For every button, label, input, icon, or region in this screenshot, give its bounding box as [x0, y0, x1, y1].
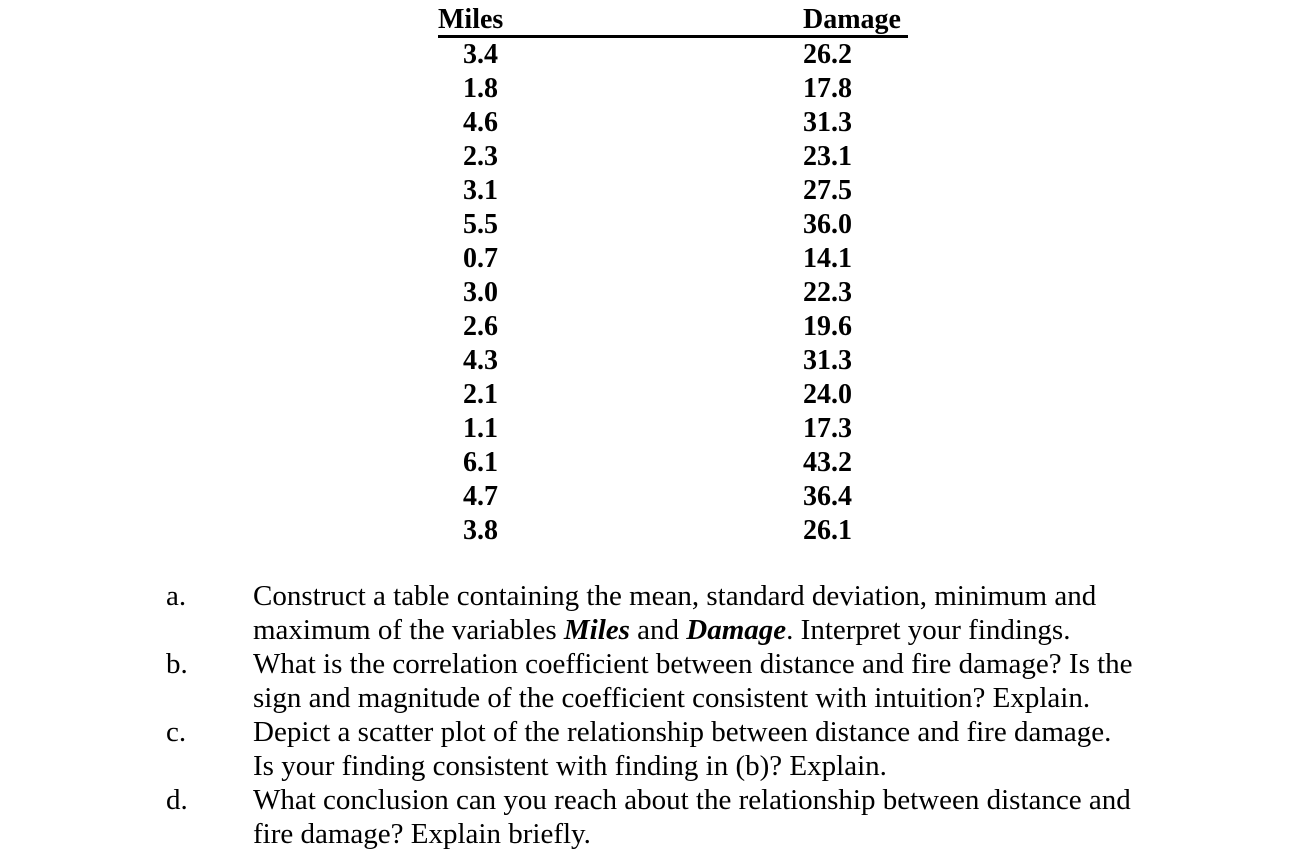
damage-value: 14.1: [803, 243, 852, 274]
damage-value: 19.6: [803, 311, 852, 342]
table-header-row: Miles Damage: [438, 6, 908, 38]
damage-value: 22.3: [803, 277, 852, 308]
question-a: a. Construct a table containing the mean…: [166, 579, 1183, 647]
question-a-label: a.: [166, 580, 187, 612]
table-row: 1.1 17.3: [438, 412, 908, 446]
damage-value: 43.2: [803, 447, 852, 478]
damage-value: 31.3: [803, 107, 852, 138]
damage-value: 31.3: [803, 345, 852, 376]
question-d: d. What conclusion can you reach about t…: [166, 783, 1183, 851]
table-row: 2.3 23.1: [438, 140, 908, 174]
question-c-line-1: Depict a scatter plot of the relationshi…: [253, 716, 1112, 748]
question-d-label: d.: [166, 784, 188, 816]
question-a-line-1: Construct a table containing the mean, s…: [253, 580, 1097, 612]
table-row: 4.3 31.3: [438, 344, 908, 378]
question-b-line-1: What is the correlation coefficient betw…: [253, 648, 1133, 680]
question-c-text: Depict a scatter plot of the relationshi…: [253, 715, 1183, 783]
table-row: 1.8 17.8: [438, 72, 908, 106]
question-d-text: What conclusion can you reach about the …: [253, 783, 1183, 851]
question-d-line-2: fire damage? Explain briefly.: [253, 818, 591, 850]
question-b: b. What is the correlation coefficient b…: [166, 647, 1183, 715]
miles-value: 4.3: [463, 345, 498, 376]
miles-value: 0.7: [463, 243, 498, 274]
table-row: 3.0 22.3: [438, 276, 908, 310]
damage-value: 36.4: [803, 481, 852, 512]
table-row: 0.7 14.1: [438, 242, 908, 276]
miles-value: 1.1: [463, 413, 498, 444]
miles-value: 5.5: [463, 209, 498, 240]
miles-value: 2.6: [463, 311, 498, 342]
question-a-text: Construct a table containing the mean, s…: [253, 579, 1183, 647]
question-b-label: b.: [166, 648, 188, 680]
question-c-label: c.: [166, 716, 187, 748]
damage-value: 17.8: [803, 73, 852, 104]
table-row: 4.7 36.4: [438, 480, 908, 514]
miles-value: 3.1: [463, 175, 498, 206]
question-a-line-2: maximum of the variables Miles and Damag…: [253, 613, 1183, 647]
miles-value: 3.0: [463, 277, 498, 308]
column-header-miles: Miles: [438, 4, 504, 35]
question-a-line2-seg3: and: [629, 614, 687, 646]
damage-value: 26.1: [803, 515, 852, 546]
table-row: 2.1 24.0: [438, 378, 908, 412]
question-a-line2-seg1: maximum of the variables: [253, 614, 564, 646]
table-row: 3.4 26.2: [438, 38, 908, 72]
question-b-text: What is the correlation coefficient betw…: [253, 647, 1183, 715]
question-list: a. Construct a table containing the mean…: [166, 579, 1183, 851]
miles-value: 3.8: [463, 515, 498, 546]
table-row: 5.5 36.0: [438, 208, 908, 242]
miles-value: 4.6: [463, 107, 498, 138]
table-row: 3.8 26.1: [438, 514, 908, 548]
table-row: 6.1 43.2: [438, 446, 908, 480]
miles-value: 3.4: [463, 39, 498, 70]
question-a-line2-seg5: . Interpret your findings.: [786, 614, 1071, 646]
table-row: 2.6 19.6: [438, 310, 908, 344]
miles-value: 2.3: [463, 141, 498, 172]
damage-value: 17.3: [803, 413, 852, 444]
miles-value: 6.1: [463, 447, 498, 478]
table-row: 4.6 31.3: [438, 106, 908, 140]
miles-value: 4.7: [463, 481, 498, 512]
question-c-line-2: Is your finding consistent with finding …: [253, 750, 887, 782]
miles-value: 1.8: [463, 73, 498, 104]
damage-value: 23.1: [803, 141, 852, 172]
damage-value: 27.5: [803, 175, 852, 206]
variable-name-damage: Damage: [686, 614, 787, 646]
damage-value: 36.0: [803, 209, 852, 240]
damage-value: 24.0: [803, 379, 852, 410]
question-c: c. Depict a scatter plot of the relation…: [166, 715, 1183, 783]
question-b-line-2: sign and magnitude of the coefficient co…: [253, 682, 1091, 714]
table-row: 3.1 27.5: [438, 174, 908, 208]
miles-value: 2.1: [463, 379, 498, 410]
column-header-damage: Damage: [803, 4, 901, 35]
question-d-line-1: What conclusion can you reach about the …: [253, 784, 1131, 816]
variable-name-miles: Miles: [563, 614, 630, 646]
damage-value: 26.2: [803, 39, 852, 70]
miles-damage-table: Miles Damage 3.4 26.2 1.8 17.8 4.6 31.3 …: [438, 6, 908, 548]
